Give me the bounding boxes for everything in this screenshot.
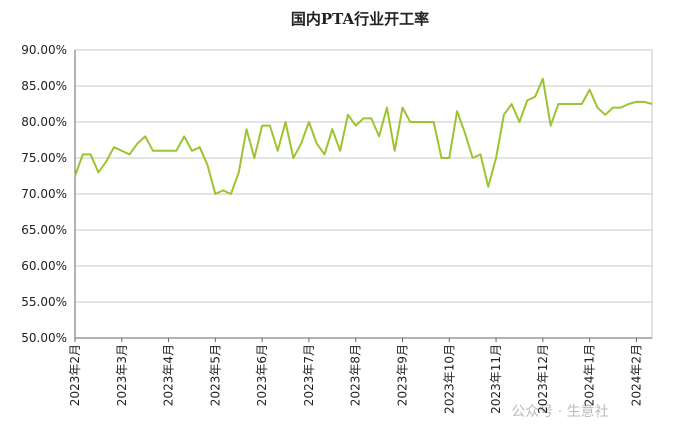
y-tick-label: 55.00%	[21, 295, 67, 309]
watermark: 公众号 · 生意社	[511, 403, 608, 420]
x-tick-label: 2024年1月	[583, 344, 597, 406]
x-tick-label: 2023年3月	[115, 344, 129, 406]
y-tick-label: 85.00%	[21, 79, 67, 93]
y-tick-label: 60.00%	[21, 259, 67, 273]
x-tick-label: 2023年10月	[442, 344, 456, 414]
x-tick-label: 2023年7月	[302, 344, 316, 406]
x-tick-label: 2023年4月	[162, 344, 176, 406]
x-tick-label: 2023年8月	[349, 344, 363, 406]
y-tick-label: 50.00%	[21, 331, 67, 345]
y-tick-label: 70.00%	[21, 187, 67, 201]
x-tick-label: 2023年2月	[68, 344, 82, 406]
x-tick-label: 2023年9月	[395, 344, 409, 406]
x-tick-label: 2023年12月	[536, 344, 550, 414]
y-tick-label: 90.00%	[21, 43, 67, 57]
y-tick-label: 75.00%	[21, 151, 67, 165]
x-tick-label: 2024年2月	[629, 344, 643, 406]
y-tick-label: 80.00%	[21, 115, 67, 129]
chart-title: 国内PTA行业开工率	[291, 10, 429, 28]
x-tick-label: 2023年6月	[255, 344, 269, 406]
y-tick-label: 65.00%	[21, 223, 67, 237]
x-tick-label: 2023年11月	[489, 344, 503, 414]
x-tick-label: 2023年5月	[208, 344, 222, 406]
data-line	[74, 77, 653, 195]
